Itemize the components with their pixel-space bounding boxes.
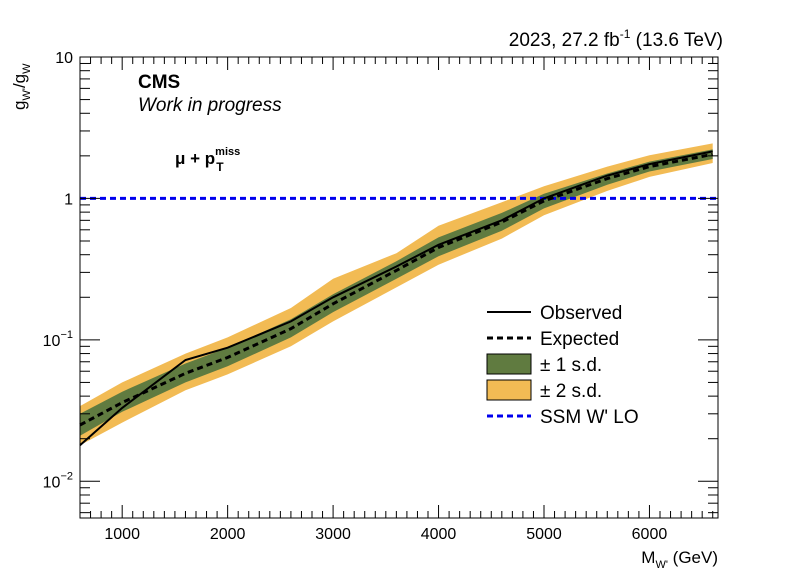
plot-frame: [79, 56, 719, 519]
x-tick-label: 1000: [104, 526, 140, 543]
x-axis-title: MW' (GeV): [641, 548, 718, 571]
lumi-label: 2023, 27.2 fb-1 (13.6 TeV): [509, 27, 723, 51]
legend-label: Observed: [540, 303, 622, 324]
status-label: Work in progress: [138, 95, 282, 116]
x-tick-label: 3000: [315, 526, 351, 543]
y-tick-label: 10: [55, 50, 73, 67]
y-tick-label: 10−2: [43, 470, 73, 491]
curves: [79, 150, 718, 446]
band-2sd: [80, 143, 713, 446]
x-tick-label: 6000: [632, 526, 668, 543]
y-axis-title: gW'/gW: [10, 63, 33, 110]
y-tick-label: 1: [64, 191, 73, 208]
experiment-label: CMS: [138, 72, 180, 93]
legend-label: Expected: [540, 329, 619, 350]
legend-swatch: [486, 379, 532, 401]
x-tick-label: 5000: [526, 526, 562, 543]
axis-ticks: 1000 2000 3000 4000 5000 6000 10−2 10−1 1 10: [43, 50, 718, 543]
legend-label: ± 2 s.d.: [540, 381, 602, 402]
y-tick-label: 10−1: [43, 329, 73, 350]
x-tick-label: 4000: [421, 526, 457, 543]
observed-line: [79, 150, 713, 446]
channel-miss: miss: [215, 146, 240, 158]
x-tick-label: 2000: [210, 526, 246, 543]
legend-label: SSM W' LO: [540, 407, 639, 428]
legend-label: ± 1 s.d.: [540, 355, 602, 376]
expected-line: [79, 152, 713, 427]
channel-t: T: [216, 160, 224, 174]
legend: Observed Expected ± 1 s.d. ± 2 s.d. SSM W' L…: [486, 303, 639, 428]
channel-label: μ + pmiss T: [175, 146, 240, 174]
legend-swatch: [486, 353, 532, 375]
uncertainty-bands: [80, 143, 713, 446]
